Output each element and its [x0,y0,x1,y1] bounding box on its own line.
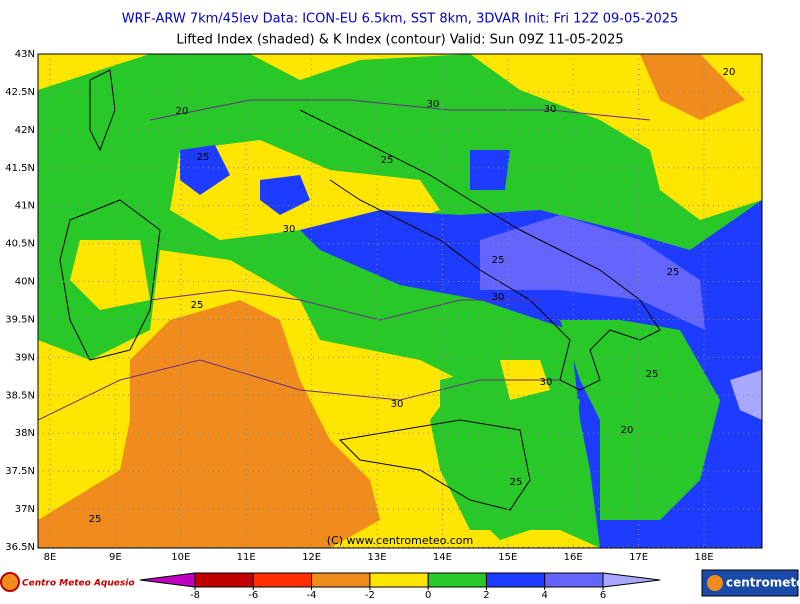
lon-label: 12E [302,552,321,563]
contour-label: 30 [492,292,505,303]
lon-label: 8E [44,552,57,563]
colorbar-tick-label: -4 [307,590,317,600]
contour-label: 30 [283,224,296,235]
lat-label: 43N [15,49,35,60]
lon-label: 17E [629,552,648,563]
lat-label: 39N [15,352,35,363]
map-field [38,54,762,548]
colorbar-segment [485,572,546,588]
contour-label: 25 [510,477,523,488]
contour-label: 30 [391,399,404,410]
contour-label: 25 [667,267,680,278]
contour-label: 20 [176,106,189,117]
contour-labels: 20 25 30 30 25 30 25 30 25 25 30 25 30 2… [89,67,736,525]
contour-label: 30 [427,99,440,110]
logo-right-text: centrometeo [726,576,800,590]
header-line1: WRF-ARW 7km/45lev Data: ICON-EU 6.5km, S… [122,12,679,27]
colorbar-segment [427,572,487,588]
contour-label: 25 [197,152,210,163]
lon-label: 14E [433,552,452,563]
lat-label: 37.5N [5,466,35,477]
lat-label: 40.5N [5,239,35,250]
lon-label: 16E [564,552,583,563]
lon-label: 13E [367,552,386,563]
colorbar-tick-label: -8 [190,590,200,600]
lat-label: 42N [15,125,35,136]
lat-label: 38.5N [5,390,35,401]
lat-label: 37N [15,504,35,515]
lat-label: 41.5N [5,163,35,174]
lon-label: 18E [694,552,713,563]
contour-label: 25 [89,514,102,525]
credit: (C) www.centrometeo.com [327,534,473,547]
contour-label: 20 [621,425,634,436]
colorbar-tick-label: 4 [542,590,548,600]
contour-label: 25 [191,300,204,311]
lat-lon-grid: 43N 42.5N 42N 41.5N 41N 40.5N 40N 39.5N 39N 38.5N… [5,49,762,563]
colorbar-tick-label: -2 [365,590,375,600]
contour-label: 20 [723,67,736,78]
lat-label: 38N [15,428,35,439]
header-line2: Lifted Index (shaded) & K Index (contour… [176,33,623,48]
colorbar-tick-label: 0 [425,590,431,600]
lat-label: 41N [15,201,35,212]
colorbar-segment [194,572,254,588]
lat-label: 39.5N [5,314,35,325]
logo-left: Centro Meteo Aquesio [0,572,135,592]
lat-label: 42.5N [5,87,35,98]
colorbar-segment [311,572,371,588]
lon-label: 11E [237,552,256,563]
colorbar-segment [252,572,313,588]
contour-label: 30 [540,377,553,388]
lon-label: 15E [498,552,517,563]
lon-label: 10E [171,552,190,563]
colorbar-tick-label: -6 [248,590,258,600]
lat-label: 36.5N [5,542,35,553]
contour-label: 30 [544,104,557,115]
contour-label: 25 [646,369,659,380]
colorbar-segment [369,572,429,588]
contour-label: 25 [492,255,505,266]
colorbar-segment [544,572,604,588]
colorbar-end [602,572,661,588]
lon-label: 9E [109,552,122,563]
logo-left-text: Centro Meteo Aquesio [22,579,135,589]
colorbar-tick-label: 2 [483,590,489,600]
colorbar-tick-label: 6 [600,590,606,600]
map-frame [37,53,763,549]
logo-right: centrometeo [701,569,800,597]
lat-label: 40N [15,277,35,288]
colorbar-end [139,572,196,588]
colorbar: -8 -6 -4 -2 0 2 4 6 [139,572,661,601]
contour-label: 25 [381,155,394,166]
